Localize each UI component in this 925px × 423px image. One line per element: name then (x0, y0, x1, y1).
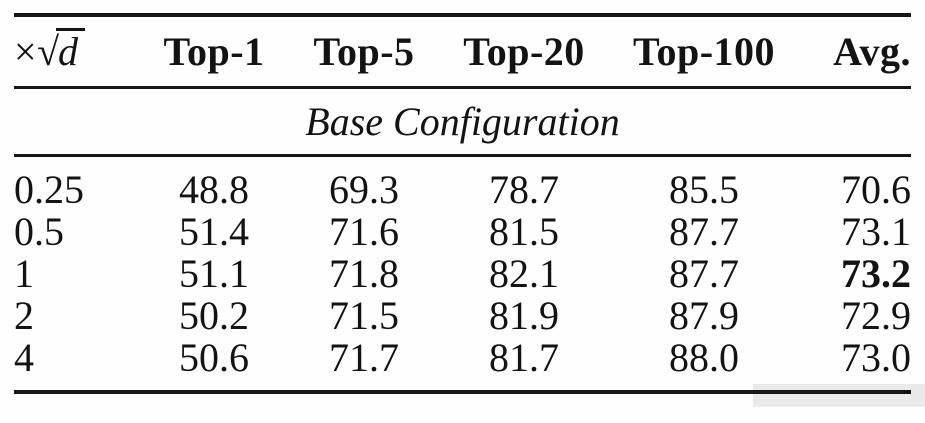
table-header-row: ×√d Top-1 Top-5 Top-20 Top-100 Avg. (14, 15, 911, 87)
column-header-top5: Top-5 (313, 28, 415, 74)
cell-avg: 73.1 (841, 208, 911, 254)
cell-top5: 71.8 (329, 250, 399, 296)
cell-top5: 71.7 (329, 334, 399, 380)
cell-top5: 69.3 (329, 166, 399, 212)
cell-scale: 4 (14, 334, 34, 380)
results-table: ×√d Top-1 Top-5 Top-20 Top-100 Avg. Base… (14, 13, 911, 394)
cell-top100: 87.9 (669, 292, 739, 338)
column-header-top100: Top-100 (632, 28, 776, 74)
cell-scale: 2 (14, 292, 34, 338)
sqrt-d-math-expression: ×√d (14, 27, 85, 74)
table-row: 2 50.2 71.5 81.9 87.9 72.9 (14, 292, 911, 338)
cell-top20: 81.7 (489, 334, 559, 380)
cell-top100: 88.0 (669, 334, 739, 380)
cell-top1: 51.4 (179, 208, 249, 254)
section-header-row: Base Configuration (14, 87, 911, 155)
cell-avg: 70.6 (841, 166, 911, 212)
cell-avg: 72.9 (841, 292, 911, 338)
cell-scale: 0.25 (14, 166, 84, 212)
cell-top100: 87.7 (669, 250, 739, 296)
column-header-avg: Avg. (833, 28, 911, 74)
cell-top100: 87.7 (669, 208, 739, 254)
table-row: 1 51.1 71.8 82.1 87.7 73.2 (14, 250, 911, 296)
cell-top20: 81.9 (489, 292, 559, 338)
cell-top1: 51.1 (179, 250, 249, 296)
column-header-top20: Top-20 (463, 28, 585, 74)
table-row: 0.25 48.8 69.3 78.7 85.5 70.6 (14, 155, 911, 211)
cell-top5: 71.6 (329, 208, 399, 254)
cell-top1: 50.2 (179, 292, 249, 338)
cell-top100: 85.5 (669, 166, 739, 212)
cell-scale: 1 (14, 250, 34, 296)
cell-avg: 73.0 (841, 334, 911, 380)
radical-symbol: √ (37, 28, 59, 74)
cell-top20: 81.5 (489, 208, 559, 254)
cell-top20: 82.1 (489, 250, 559, 296)
section-label: Base Configuration (305, 98, 620, 144)
cell-avg-best: 73.2 (841, 250, 911, 296)
table-row: 0.5 51.4 71.6 81.5 87.7 73.1 (14, 208, 911, 254)
column-header-top1: Top-1 (163, 28, 265, 74)
table-row: 4 50.6 71.7 81.7 88.0 73.0 (14, 334, 911, 392)
cell-top1: 48.8 (179, 166, 249, 212)
cell-top5: 71.5 (329, 292, 399, 338)
cell-top20: 78.7 (489, 166, 559, 212)
radicand-variable: d (56, 27, 85, 73)
column-header-scale: ×√d (14, 15, 139, 87)
times-symbol: × (14, 28, 38, 74)
cell-top1: 50.6 (179, 334, 249, 380)
cell-scale: 0.5 (14, 208, 64, 254)
